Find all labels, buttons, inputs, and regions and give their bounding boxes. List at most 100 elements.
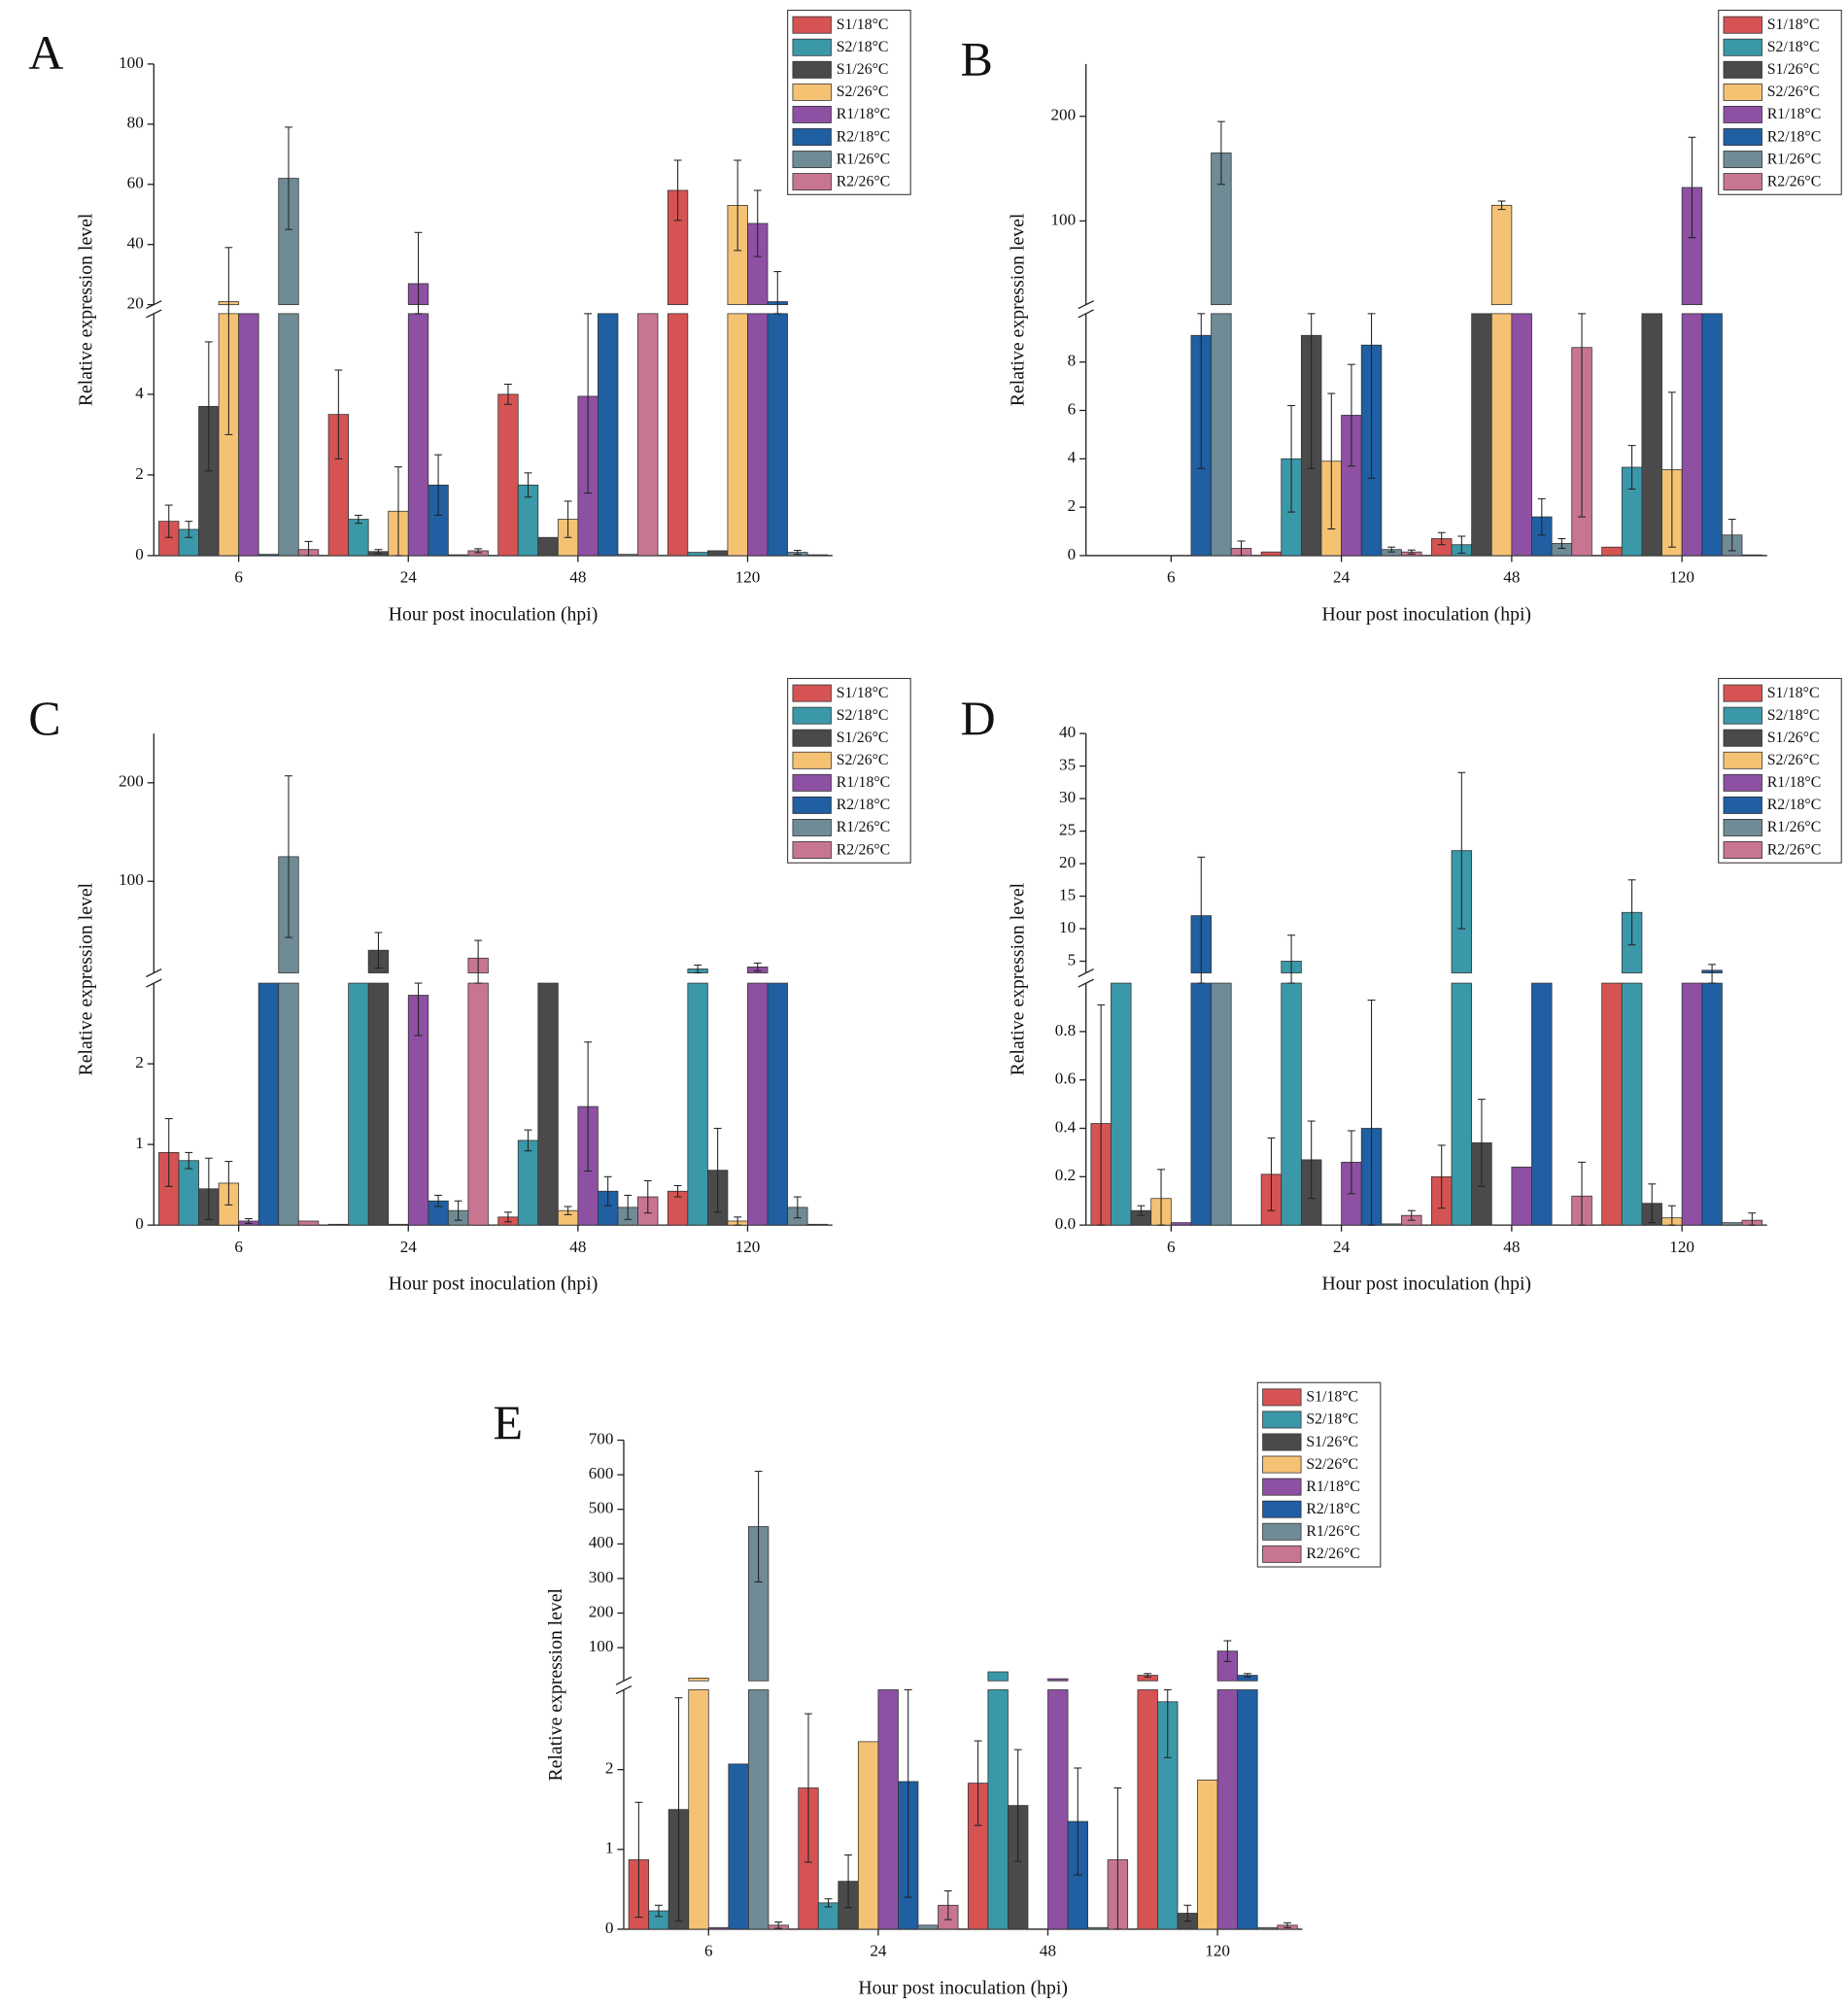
- error-bar: [334, 369, 343, 459]
- x-tick-label: 24: [870, 1942, 887, 1960]
- bar: [1451, 982, 1473, 1226]
- legend-label: R1/18°C: [837, 774, 890, 791]
- error-bar: [524, 472, 532, 498]
- error-bar: [454, 1200, 462, 1221]
- error-bar: [1144, 1673, 1152, 1678]
- bar-upper: [1047, 1678, 1069, 1682]
- legend-label: R1/26°C: [1767, 151, 1821, 167]
- error-bar: [974, 1740, 982, 1826]
- axis-break: [146, 978, 162, 988]
- error-bar: [1287, 404, 1296, 513]
- y-tick-label: 25: [1059, 820, 1076, 838]
- y-tick-label: 10: [1059, 918, 1076, 936]
- bar: [598, 313, 619, 557]
- error-bar: [1557, 537, 1566, 549]
- error-bar: [1457, 535, 1466, 554]
- error-bar: [773, 271, 782, 315]
- error-bar: [224, 1161, 233, 1206]
- legend-label: R2/18°C: [837, 797, 890, 813]
- error-bar: [1287, 935, 1296, 984]
- panel: 0 1 2 100 200 6 24 48 120 Hour post inoculation (…: [28, 677, 911, 1295]
- legend-label: S2/18°C: [1767, 39, 1820, 55]
- bar: [687, 552, 708, 557]
- error-bar: [1197, 856, 1206, 984]
- y-tick-label: 300: [589, 1568, 614, 1586]
- bar: [1111, 982, 1132, 1226]
- error-bar: [844, 1854, 853, 1909]
- bar-upper: [987, 1671, 1009, 1682]
- error-bar: [1157, 1169, 1165, 1226]
- y-tick-label: 5: [1068, 950, 1077, 969]
- y-tick-label: 2: [605, 1759, 614, 1778]
- error-bar: [1237, 540, 1246, 557]
- error-bar: [904, 1688, 912, 1898]
- error-bar: [1347, 363, 1355, 467]
- error-bar: [285, 126, 292, 230]
- legend-swatch: [792, 841, 832, 859]
- y-tick-label: 100: [589, 1637, 614, 1655]
- legend-label: R2/18°C: [1306, 1501, 1359, 1517]
- bar: [1511, 1166, 1532, 1226]
- bar: [1721, 1222, 1743, 1226]
- bar: [278, 982, 299, 1226]
- axis-break: [1078, 309, 1094, 319]
- panel-label: B: [961, 31, 993, 85]
- bar: [806, 554, 829, 557]
- y-tick-label: 6: [1068, 399, 1077, 418]
- x-axis-title: Hour post inoculation (hpi): [389, 603, 599, 625]
- legend-label: R2/26°C: [1306, 1546, 1359, 1562]
- x-tick-label: 6: [1167, 568, 1176, 587]
- bar: [1531, 982, 1553, 1226]
- axis-break: [615, 1684, 633, 1695]
- error-bar: [434, 454, 443, 516]
- y-axis-title: Relative expression level: [1008, 213, 1029, 406]
- error-bar: [1497, 200, 1506, 211]
- y-tick-label: 2: [1068, 496, 1077, 515]
- legend-label: R1/26°C: [837, 819, 890, 835]
- x-axis-title: Hour post inoculation (hpi): [389, 1274, 599, 1295]
- bar-upper: [688, 1678, 709, 1682]
- legend-swatch: [1262, 1478, 1302, 1496]
- error-bar: [374, 549, 383, 555]
- panel-label: E: [494, 1395, 524, 1449]
- bar: [238, 313, 259, 557]
- y-tick-label: 100: [119, 870, 144, 889]
- legend-label: R2/18°C: [837, 128, 890, 145]
- y-tick-label: 20: [127, 294, 144, 313]
- bar: [1641, 313, 1662, 557]
- error-bar: [634, 1801, 643, 1919]
- error-bar: [1307, 313, 1316, 469]
- x-tick-label: 6: [1167, 1238, 1176, 1256]
- legend-swatch: [1723, 83, 1762, 101]
- y-tick-label: 35: [1059, 756, 1076, 774]
- panel-label: A: [28, 25, 63, 80]
- legend-label: R1/18°C: [1306, 1479, 1359, 1495]
- x-tick-label: 6: [704, 1942, 713, 1960]
- bar: [537, 536, 559, 557]
- x-tick-label: 120: [1669, 1238, 1694, 1256]
- bar: [1170, 1222, 1192, 1226]
- error-bar: [185, 1151, 193, 1170]
- x-tick-label: 48: [569, 1238, 586, 1256]
- error-bar: [1578, 1161, 1586, 1226]
- error-bar: [1457, 771, 1466, 930]
- error-bar: [1137, 1205, 1146, 1216]
- error-bar: [1748, 1212, 1757, 1226]
- legend-label: S2/26°C: [837, 752, 889, 768]
- error-bar: [774, 1921, 783, 1929]
- bar: [1256, 1926, 1279, 1930]
- bar: [667, 313, 689, 557]
- legend-label: S2/26°C: [1767, 84, 1820, 100]
- legend-label: R2/26°C: [837, 173, 890, 189]
- legend-swatch: [1723, 151, 1762, 169]
- y-tick-label: 1: [135, 1134, 144, 1152]
- error-bar: [734, 1216, 742, 1226]
- error-bar: [603, 1175, 612, 1207]
- bar: [257, 554, 280, 557]
- x-tick-label: 120: [736, 1238, 761, 1256]
- bar: [1211, 982, 1232, 1226]
- y-tick-label: 4: [135, 384, 144, 402]
- bar: [706, 550, 729, 557]
